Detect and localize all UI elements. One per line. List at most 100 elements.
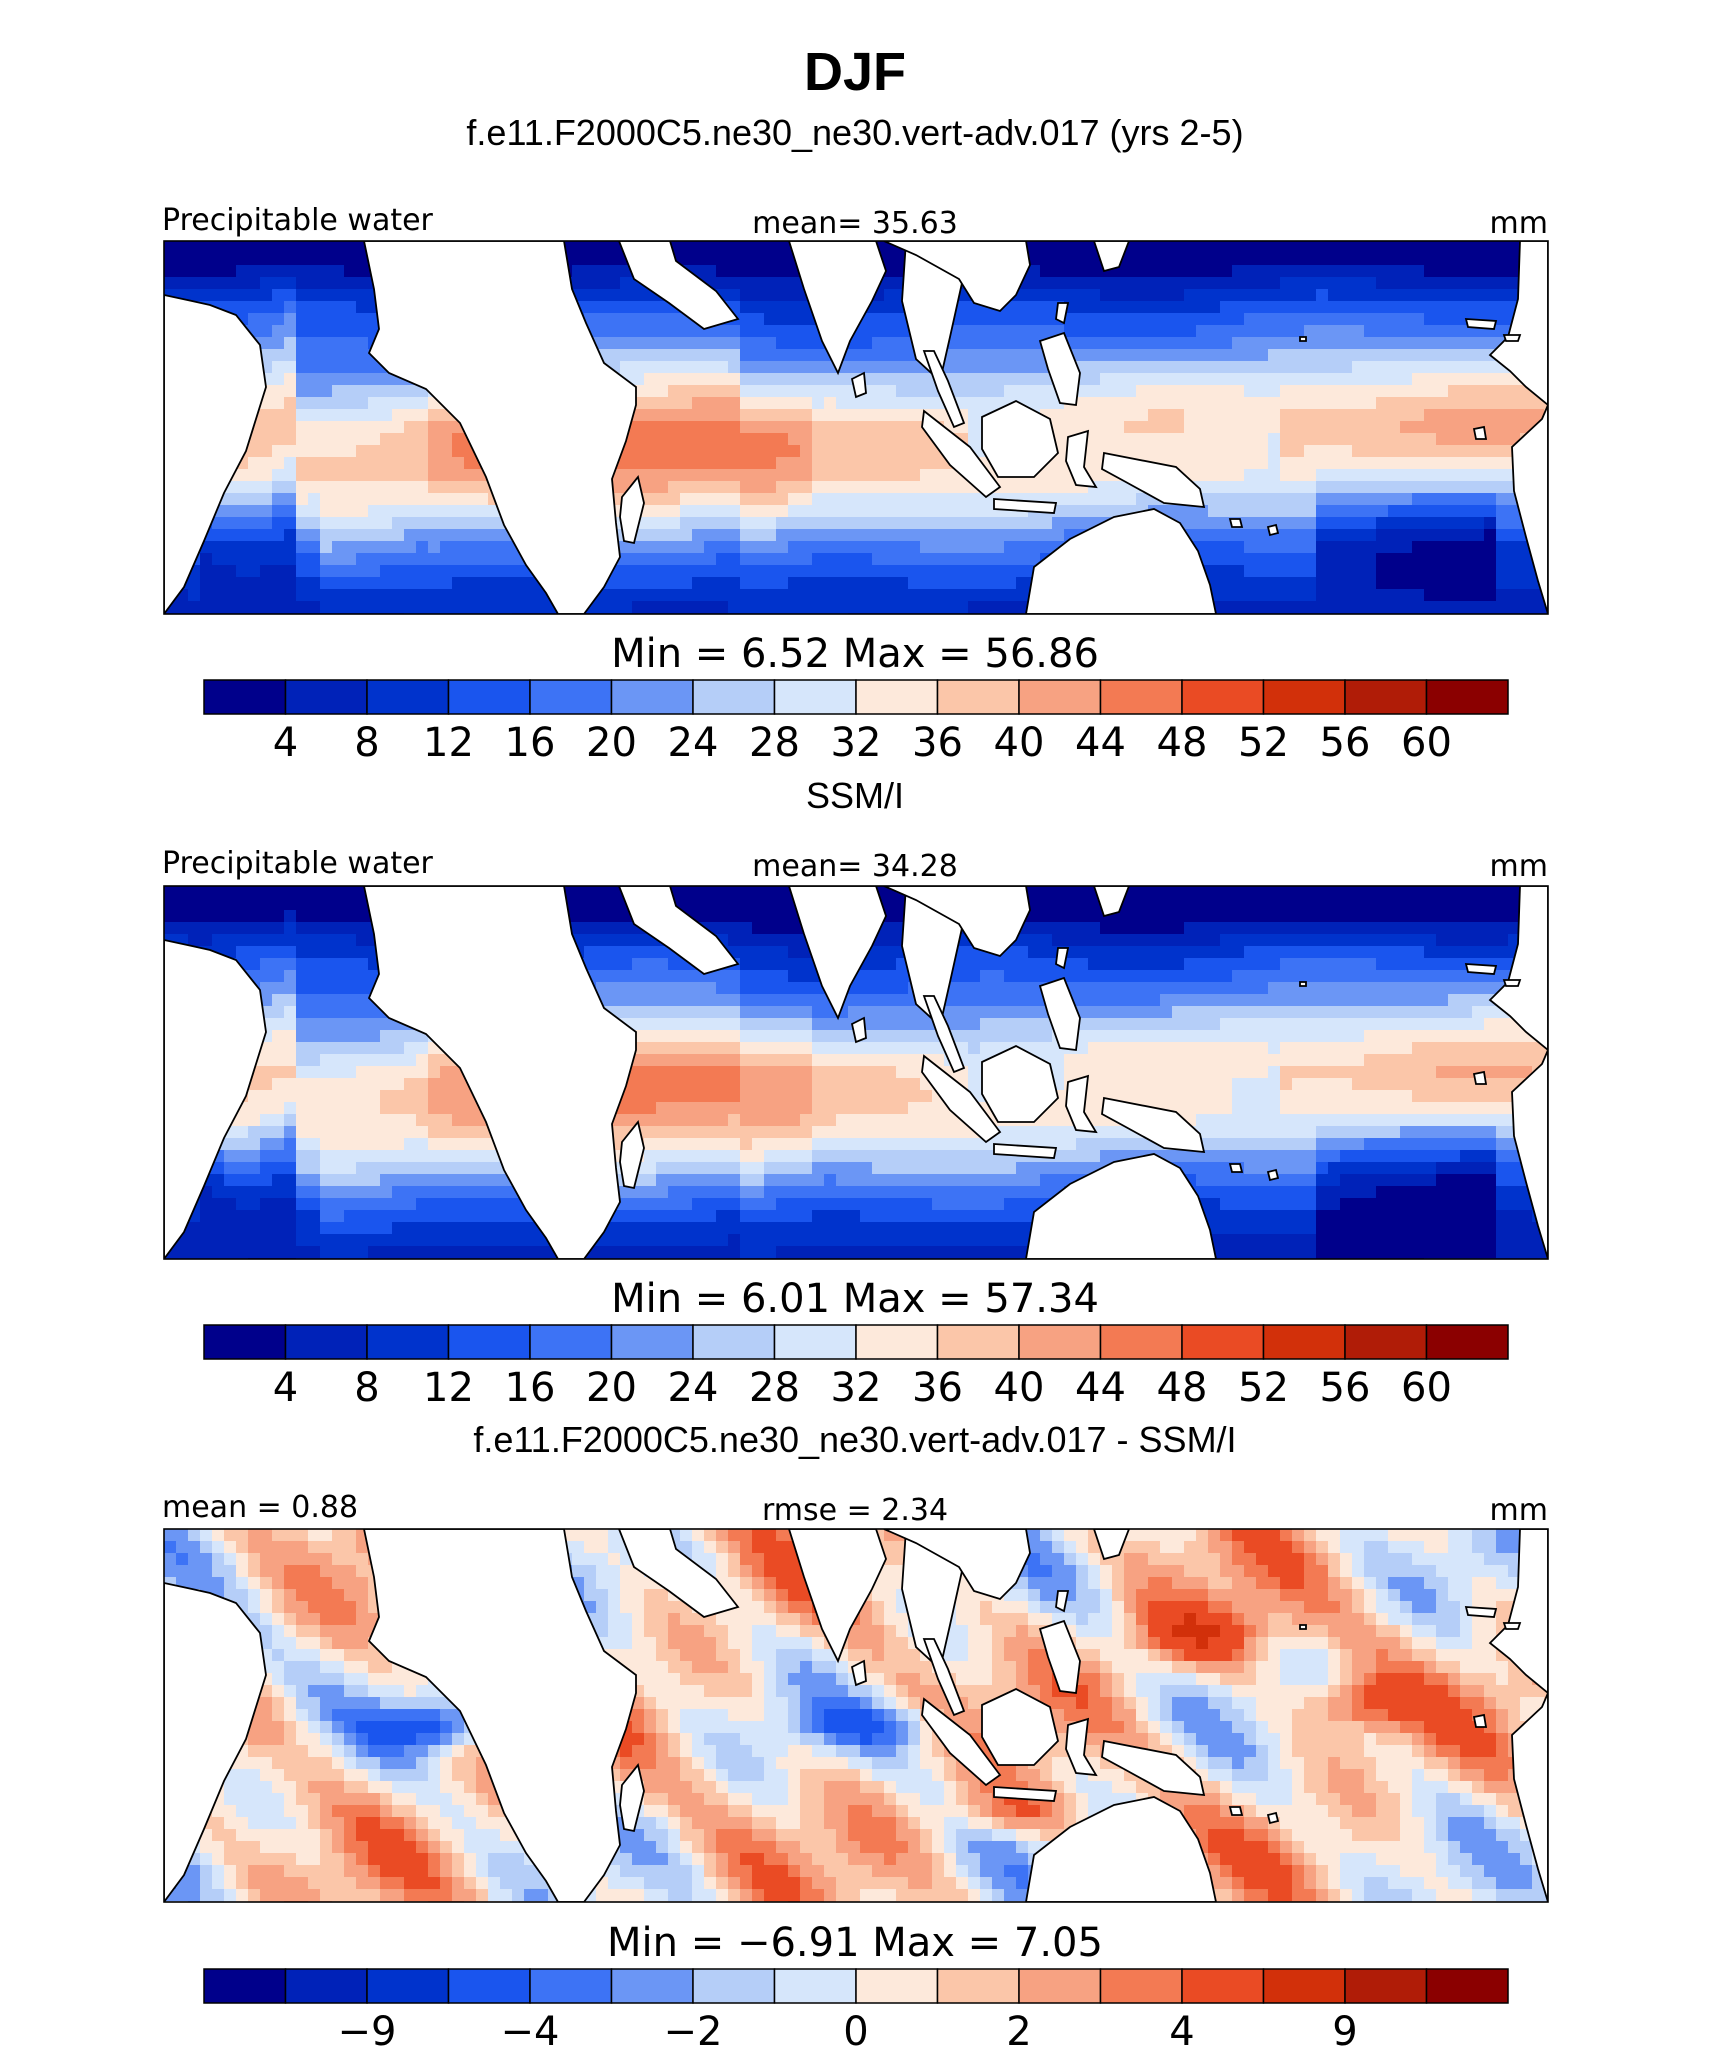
field-cell	[1484, 898, 1497, 911]
field-cell	[1484, 577, 1497, 590]
field-cell	[1172, 409, 1185, 422]
field-cell	[1412, 541, 1425, 554]
field-cell	[1220, 385, 1233, 398]
field-cell	[656, 529, 669, 542]
field-cell	[236, 946, 249, 959]
field-cell	[1448, 433, 1461, 446]
field-cell	[1172, 970, 1185, 983]
field-cell	[908, 601, 921, 614]
field-cell	[860, 553, 873, 566]
field-cell	[452, 613, 465, 614]
field-cell	[1328, 337, 1341, 350]
field-cell	[932, 469, 945, 482]
field-cell	[956, 493, 969, 506]
field-cell	[716, 457, 729, 470]
field-cell	[1220, 253, 1233, 266]
field-cell	[704, 241, 717, 254]
field-cell	[1148, 325, 1161, 338]
field-cell	[1028, 385, 1041, 398]
field-cell	[1484, 253, 1497, 266]
field-cell	[1352, 553, 1365, 566]
field-cell	[1448, 898, 1461, 911]
field-cell	[1328, 493, 1341, 506]
field-cell	[320, 601, 333, 614]
field-cell	[1340, 541, 1353, 554]
field-cell	[1340, 469, 1353, 482]
field-cell	[1160, 886, 1173, 899]
field-cell	[680, 589, 693, 602]
field-cell	[1160, 277, 1173, 290]
field-cell	[932, 481, 945, 494]
field-cell	[1232, 241, 1245, 254]
field-cell	[704, 898, 717, 911]
field-cell	[1448, 397, 1461, 410]
field-cell	[404, 553, 417, 566]
field-cell	[1040, 922, 1053, 935]
map-panel	[163, 885, 1549, 1260]
field-cell	[1292, 421, 1305, 434]
field-cell	[920, 373, 933, 386]
field-cell	[884, 541, 897, 554]
field-cell	[1520, 601, 1533, 614]
field-cell	[1184, 277, 1197, 290]
field-cell	[1076, 898, 1089, 911]
field-cell	[728, 289, 741, 302]
field-cell	[1436, 277, 1449, 290]
field-cell	[656, 301, 669, 314]
field-cell	[884, 469, 897, 482]
field-cell	[608, 277, 621, 290]
field-cell	[308, 445, 321, 458]
field-cell	[404, 577, 417, 590]
field-cell	[1364, 958, 1377, 971]
field-cell	[260, 505, 273, 518]
field-cell	[1088, 613, 1101, 614]
field-cell	[788, 934, 801, 947]
field-cell	[848, 421, 861, 434]
field-cell	[1328, 982, 1341, 995]
field-cell	[1196, 385, 1209, 398]
field-cell	[1412, 958, 1425, 971]
field-cell	[188, 289, 201, 302]
field-cell	[992, 397, 1005, 410]
field-cell	[704, 601, 717, 614]
field-cell	[860, 589, 873, 602]
field-cell	[1160, 253, 1173, 266]
field-cell	[752, 265, 765, 278]
field-cell	[584, 934, 597, 947]
field-cell	[1436, 325, 1449, 338]
field-cell	[356, 946, 369, 959]
field-cell	[980, 1006, 993, 1019]
field-cell	[1448, 349, 1461, 362]
field-cell	[872, 349, 885, 362]
field-cell	[1304, 349, 1317, 362]
field-cell	[1496, 922, 1509, 935]
field-cell	[680, 613, 693, 614]
field-cell	[1184, 457, 1197, 470]
field-cell	[716, 565, 729, 578]
field-cell	[296, 493, 309, 506]
colorbar-box	[773, 679, 857, 715]
field-cell	[872, 946, 885, 959]
units-label: mm	[1490, 849, 1548, 884]
field-cell	[1244, 481, 1257, 494]
field-cell	[380, 529, 393, 542]
field-cell	[1124, 922, 1137, 935]
field-cell	[368, 421, 381, 434]
field-cell	[1088, 421, 1101, 434]
field-cell	[1124, 409, 1137, 422]
field-cell	[1364, 409, 1377, 422]
field-cell	[956, 481, 969, 494]
field-cell	[872, 397, 885, 410]
field-cell	[1160, 445, 1173, 458]
field-cell	[248, 253, 261, 266]
field-cell	[356, 385, 369, 398]
field-cell	[776, 541, 789, 554]
field-cell	[272, 589, 285, 602]
field-cell	[596, 265, 609, 278]
field-cell	[368, 373, 381, 386]
field-cell	[392, 553, 405, 566]
field-cell	[680, 898, 693, 911]
field-cell	[1496, 253, 1509, 266]
field-cell	[1172, 349, 1185, 362]
colorbar: 4 8 12 16 20 24 28 32 36 40 44 48 52 56 60	[203, 679, 1509, 766]
